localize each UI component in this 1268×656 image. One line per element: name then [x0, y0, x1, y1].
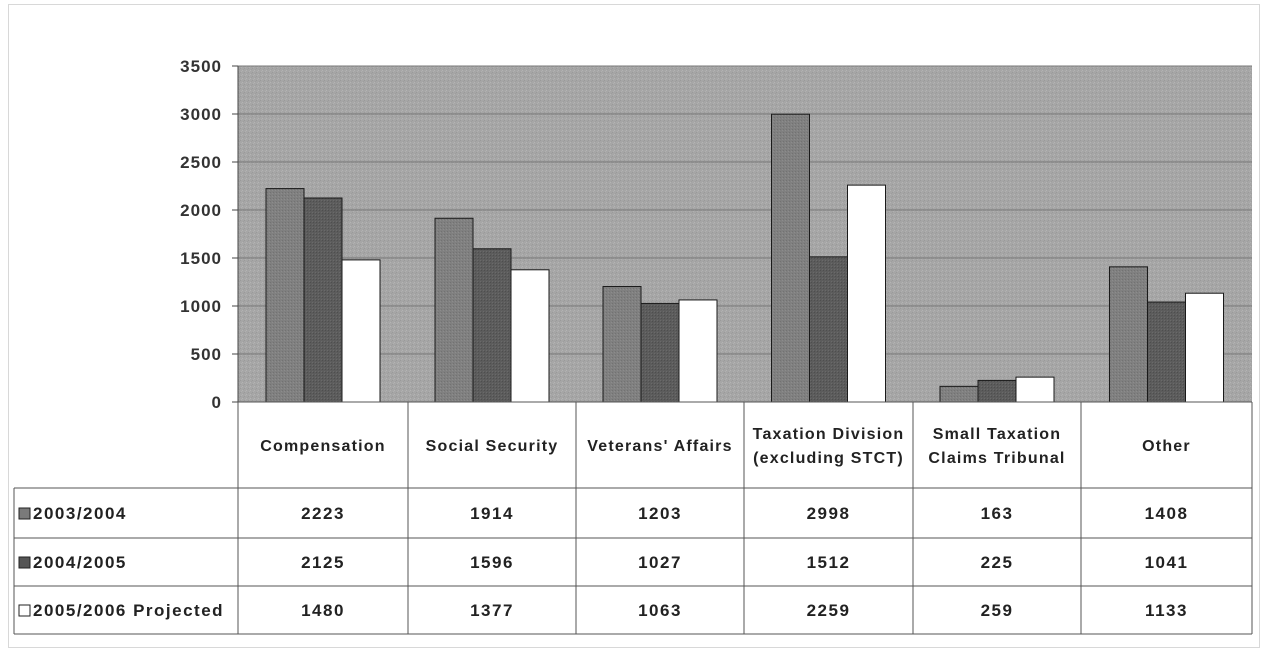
bar-1-2 [434, 217, 474, 403]
bar-3-2 [510, 269, 550, 403]
category-label: Social Security [426, 438, 559, 455]
bar-1-3 [602, 286, 642, 403]
y-tick-label: 500 [191, 345, 222, 364]
bar-1-4 [771, 113, 810, 403]
data-label: 1377 [470, 601, 514, 620]
data-label: 1063 [638, 601, 682, 620]
legend-label: 2004/2005 [33, 553, 127, 572]
bar-2-5 [977, 379, 1017, 403]
gridlines [238, 65, 1252, 355]
y-tick-label: 2000 [180, 201, 222, 220]
bar-3-5 [1015, 376, 1055, 403]
y-tick-label: 1500 [180, 249, 222, 268]
legend-swatch [18, 604, 31, 617]
category-label: (excluding STCT) [753, 450, 904, 467]
data-label: 2259 [807, 601, 851, 620]
data-label: 1027 [638, 553, 682, 572]
bar-3-1 [341, 259, 381, 403]
data-label: 1596 [470, 553, 514, 572]
legend-swatch [18, 507, 31, 520]
data-label: 1408 [1145, 504, 1189, 523]
category-label: Veterans' Affairs [587, 438, 732, 455]
data-label: 2223 [301, 504, 345, 523]
data-label: 2998 [807, 504, 851, 523]
bar-3-3 [678, 299, 718, 403]
bar-1-1 [265, 188, 305, 403]
category-label: Compensation [260, 438, 386, 455]
data-label: 259 [981, 601, 1014, 620]
bar-2-1 [303, 197, 343, 403]
legend-label: 2003/2004 [33, 504, 127, 523]
y-tick-label: 2500 [180, 153, 222, 172]
category-label: Taxation Division [753, 426, 905, 443]
y-tick-label: 3500 [180, 57, 222, 76]
bar-2-6 [1147, 301, 1186, 403]
plot-area [238, 66, 1252, 402]
bar-1-6 [1109, 266, 1148, 403]
y-tick-label: 3000 [180, 105, 222, 124]
data-table: Compensation Social Security Veterans' Aff… [13, 401, 1253, 635]
y-axis: 3500 3000 2500 2000 1500 1000 500 0 [180, 57, 239, 412]
legend-swatch [18, 556, 31, 569]
bar-3-6 [1185, 292, 1224, 403]
y-tick-label: 1000 [180, 297, 222, 316]
data-label: 2125 [301, 553, 345, 572]
bar-2-3 [640, 302, 680, 403]
category-label: Small Taxation [933, 426, 1062, 443]
data-label: 1133 [1145, 601, 1188, 620]
category-label: Claims Tribunal [928, 450, 1065, 467]
legend-label: 2005/2006 Projected [33, 601, 224, 620]
data-label: 1480 [301, 601, 345, 620]
data-label: 1914 [470, 504, 514, 523]
bar-1-5 [939, 385, 979, 403]
data-label: 1041 [1145, 553, 1189, 572]
data-label: 225 [981, 553, 1014, 572]
category-label: Other [1142, 438, 1191, 455]
bar-3-4 [847, 184, 886, 403]
y-tick-label: 0 [212, 393, 222, 412]
bar-2-2 [472, 248, 512, 403]
bar-2-4 [809, 256, 848, 403]
data-label: 163 [981, 504, 1014, 523]
data-label: 1512 [807, 553, 851, 572]
chart-frame [8, 4, 1260, 648]
data-label: 1203 [638, 504, 682, 523]
